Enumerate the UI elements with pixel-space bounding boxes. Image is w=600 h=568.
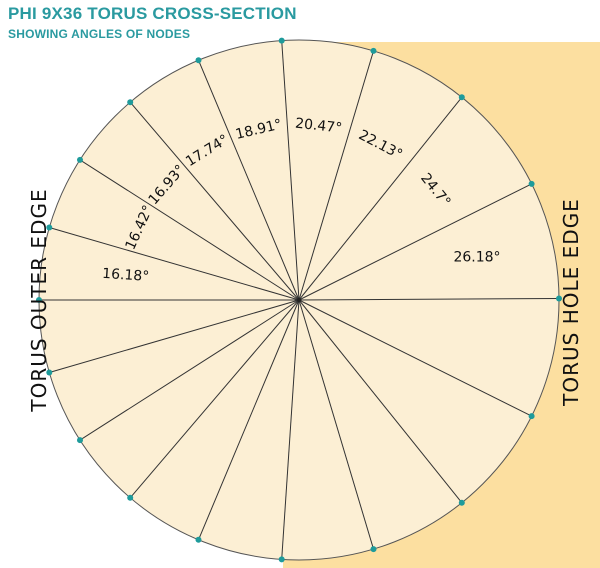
angle-label-9: 26.18° — [453, 250, 500, 266]
spoke-13 — [298, 299, 374, 550]
spoke-6 — [281, 40, 300, 301]
node-7 — [370, 47, 377, 54]
spoke-8 — [298, 96, 463, 301]
node-3 — [77, 156, 83, 163]
spoke-9 — [298, 183, 532, 301]
spoke-18 — [49, 299, 300, 373]
node-13 — [370, 546, 377, 553]
node-2 — [46, 224, 53, 231]
node-9 — [528, 180, 535, 187]
node-8 — [458, 94, 465, 101]
center-point — [297, 298, 301, 302]
spoke-17 — [79, 299, 300, 441]
angle-label-1: 16.18° — [102, 266, 150, 285]
spoke-2 — [49, 227, 300, 301]
spoke-3 — [79, 159, 300, 301]
spoke-4 — [129, 101, 300, 301]
spoke-14 — [281, 299, 300, 560]
torus-hole-edge-label: TORUS HOLE EDGE — [559, 198, 583, 407]
spoke-15 — [198, 299, 300, 540]
node-11 — [528, 413, 535, 420]
page-title: PHI 9X36 TORUS CROSS-SECTION — [8, 4, 297, 23]
node-18 — [46, 369, 53, 376]
node-16 — [127, 494, 134, 501]
nodes — [36, 37, 562, 563]
spoke-7 — [298, 50, 374, 301]
node-10 — [556, 295, 562, 302]
node-14 — [278, 556, 285, 563]
node-5 — [195, 57, 202, 64]
angle-label-6: 20.47° — [294, 116, 343, 137]
node-15 — [195, 536, 202, 543]
spoke-5 — [198, 60, 300, 301]
spoke-11 — [298, 299, 532, 417]
node-1 — [36, 297, 42, 303]
spoke-12 — [298, 299, 463, 504]
node-17 — [77, 437, 83, 444]
node-spokes — [39, 40, 560, 560]
node-6 — [278, 37, 285, 44]
node-12 — [458, 499, 465, 506]
spoke-10 — [298, 298, 560, 301]
page-subtitle: SHOWING ANGLES OF NODES — [8, 27, 191, 41]
title-block: PHI 9X36 TORUS CROSS-SECTION SHOWING ANG… — [8, 4, 297, 41]
torus-outer-edge-label: TORUS OUTER EDGE — [27, 188, 51, 412]
spoke-16 — [129, 299, 300, 499]
node-4 — [127, 99, 134, 106]
